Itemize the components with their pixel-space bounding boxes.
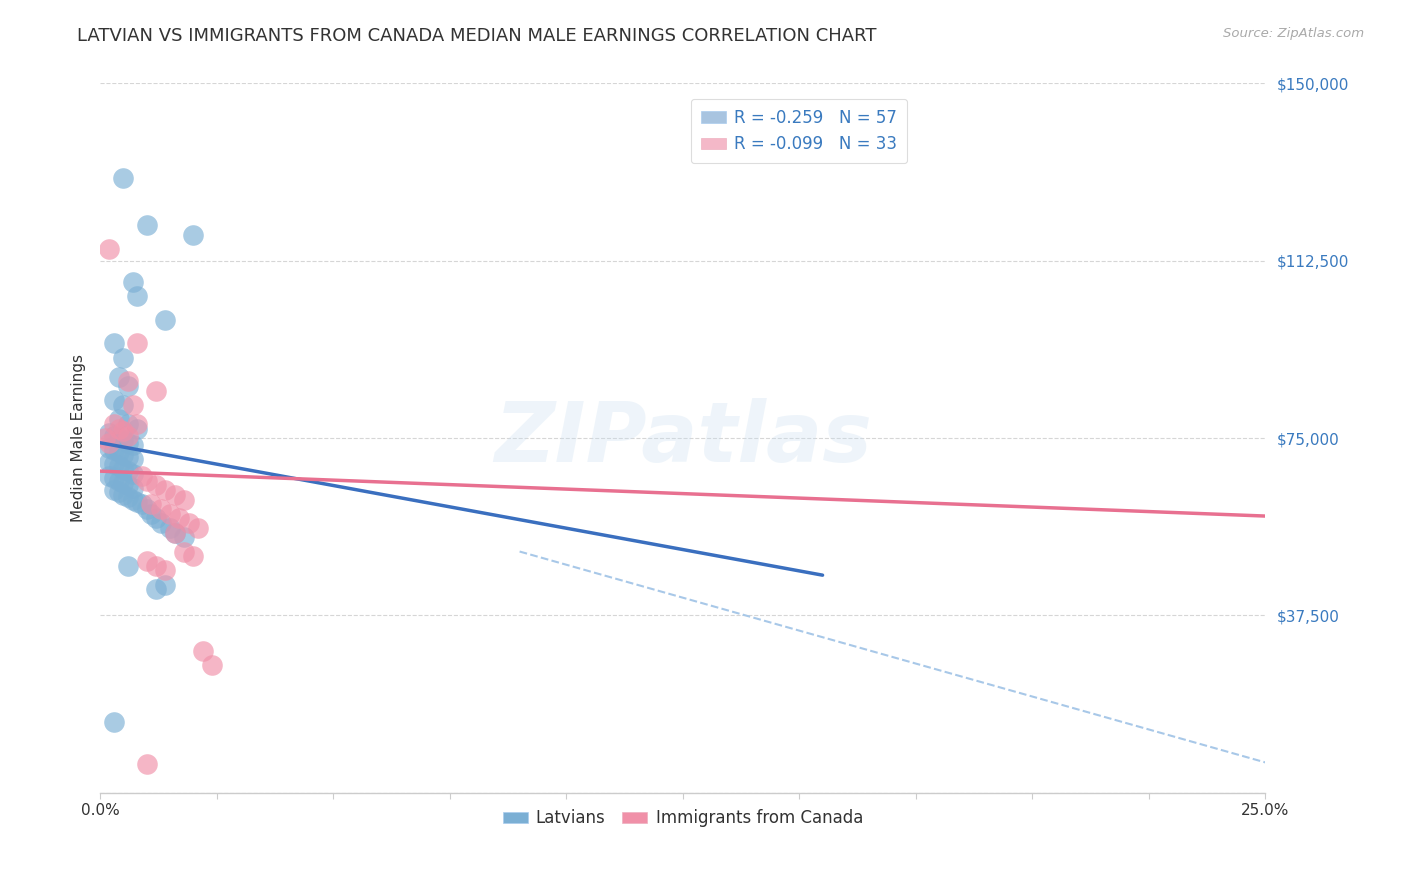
Point (112, 398, 135, 412)
Point (141, 497, 163, 511)
Point (103, 428, 125, 442)
Point (121, 398, 143, 412)
Point (127, 289, 149, 303)
Point (117, 428, 139, 442)
Point (117, 374, 139, 388)
Point (121, 452, 143, 467)
Point (145, 384, 167, 398)
Point (135, 554, 157, 568)
Point (94, 431, 117, 445)
Point (131, 497, 153, 511)
Point (103, 483, 125, 497)
Point (112, 462, 135, 476)
Point (155, 483, 177, 497)
Point (98, 441, 121, 455)
Point (149, 502, 172, 516)
Point (117, 490, 139, 504)
Point (103, 417, 125, 431)
Point (149, 516, 172, 530)
Point (159, 507, 181, 521)
Point (127, 417, 149, 431)
Point (121, 467, 143, 481)
Point (107, 421, 129, 435)
Point (121, 275, 143, 289)
Point (107, 369, 129, 384)
Point (107, 485, 129, 500)
Point (103, 336, 125, 351)
Point (121, 492, 143, 507)
Point (117, 379, 139, 393)
Point (112, 424, 135, 438)
Point (103, 442, 125, 457)
Point (112, 488, 135, 502)
Point (201, 658, 224, 673)
Point (121, 481, 143, 495)
Text: ZIPatlas: ZIPatlas (494, 398, 872, 478)
Point (131, 468, 153, 483)
Point (117, 435, 139, 450)
Point (127, 495, 149, 509)
Point (163, 525, 186, 540)
Point (173, 544, 195, 558)
Point (183, 549, 205, 564)
Point (107, 445, 129, 459)
Point (163, 488, 186, 502)
Point (112, 448, 135, 462)
Point (155, 313, 177, 327)
Point (121, 438, 143, 452)
Point (187, 521, 209, 535)
Text: LATVIAN VS IMMIGRANTS FROM CANADA MEDIAN MALE EARNINGS CORRELATION CHART: LATVIAN VS IMMIGRANTS FROM CANADA MEDIAN… (77, 27, 877, 45)
Point (159, 521, 181, 535)
Point (117, 478, 139, 492)
Point (145, 582, 167, 597)
Point (103, 471, 125, 485)
Point (117, 558, 139, 573)
Point (169, 511, 191, 525)
Point (107, 431, 129, 445)
Point (107, 474, 129, 488)
Point (103, 393, 125, 408)
Text: Source: ZipAtlas.com: Source: ZipAtlas.com (1223, 27, 1364, 40)
Point (127, 421, 149, 435)
Point (117, 464, 139, 478)
Point (163, 525, 186, 540)
Point (117, 450, 139, 464)
Point (145, 478, 167, 492)
Y-axis label: Median Male Earnings: Median Male Earnings (72, 354, 86, 522)
Point (112, 434, 135, 448)
Point (127, 336, 149, 351)
Point (155, 577, 177, 591)
Point (98, 435, 121, 450)
Point (183, 227, 205, 242)
Point (112, 351, 135, 365)
Point (98, 468, 121, 483)
Point (191, 644, 214, 658)
Point (107, 412, 129, 426)
Point (177, 516, 200, 530)
Point (155, 563, 177, 577)
Point (112, 475, 135, 490)
Legend: Latvians, Immigrants from Canada: Latvians, Immigrants from Canada (496, 803, 870, 834)
Point (145, 511, 167, 525)
Point (135, 757, 157, 772)
Point (135, 219, 157, 233)
Point (117, 417, 139, 431)
Point (103, 714, 125, 729)
Point (135, 502, 157, 516)
Point (112, 171, 135, 186)
Point (173, 530, 195, 544)
Point (141, 507, 163, 521)
Point (98, 426, 121, 441)
Point (98, 242, 121, 256)
Point (145, 558, 167, 573)
Point (103, 457, 125, 471)
Point (98, 455, 121, 469)
Point (135, 474, 157, 488)
Point (107, 459, 129, 474)
Point (173, 492, 195, 507)
